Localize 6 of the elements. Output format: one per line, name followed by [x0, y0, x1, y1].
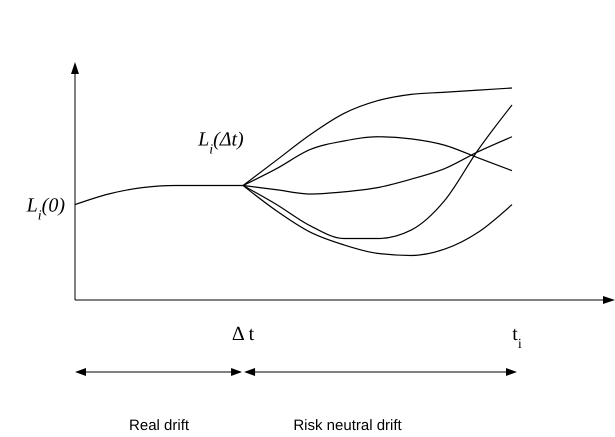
- text: Real drift: [129, 417, 190, 434]
- x-tick-label: Δ t: [232, 323, 255, 345]
- annotation: L$_{i}$(0): [26, 194, 66, 224]
- annotation: L$_{i}$(Δt): [197, 128, 244, 158]
- text: Risk neutral drift: [293, 417, 403, 434]
- x-tick-label: t$_{i}$: [512, 323, 522, 352]
